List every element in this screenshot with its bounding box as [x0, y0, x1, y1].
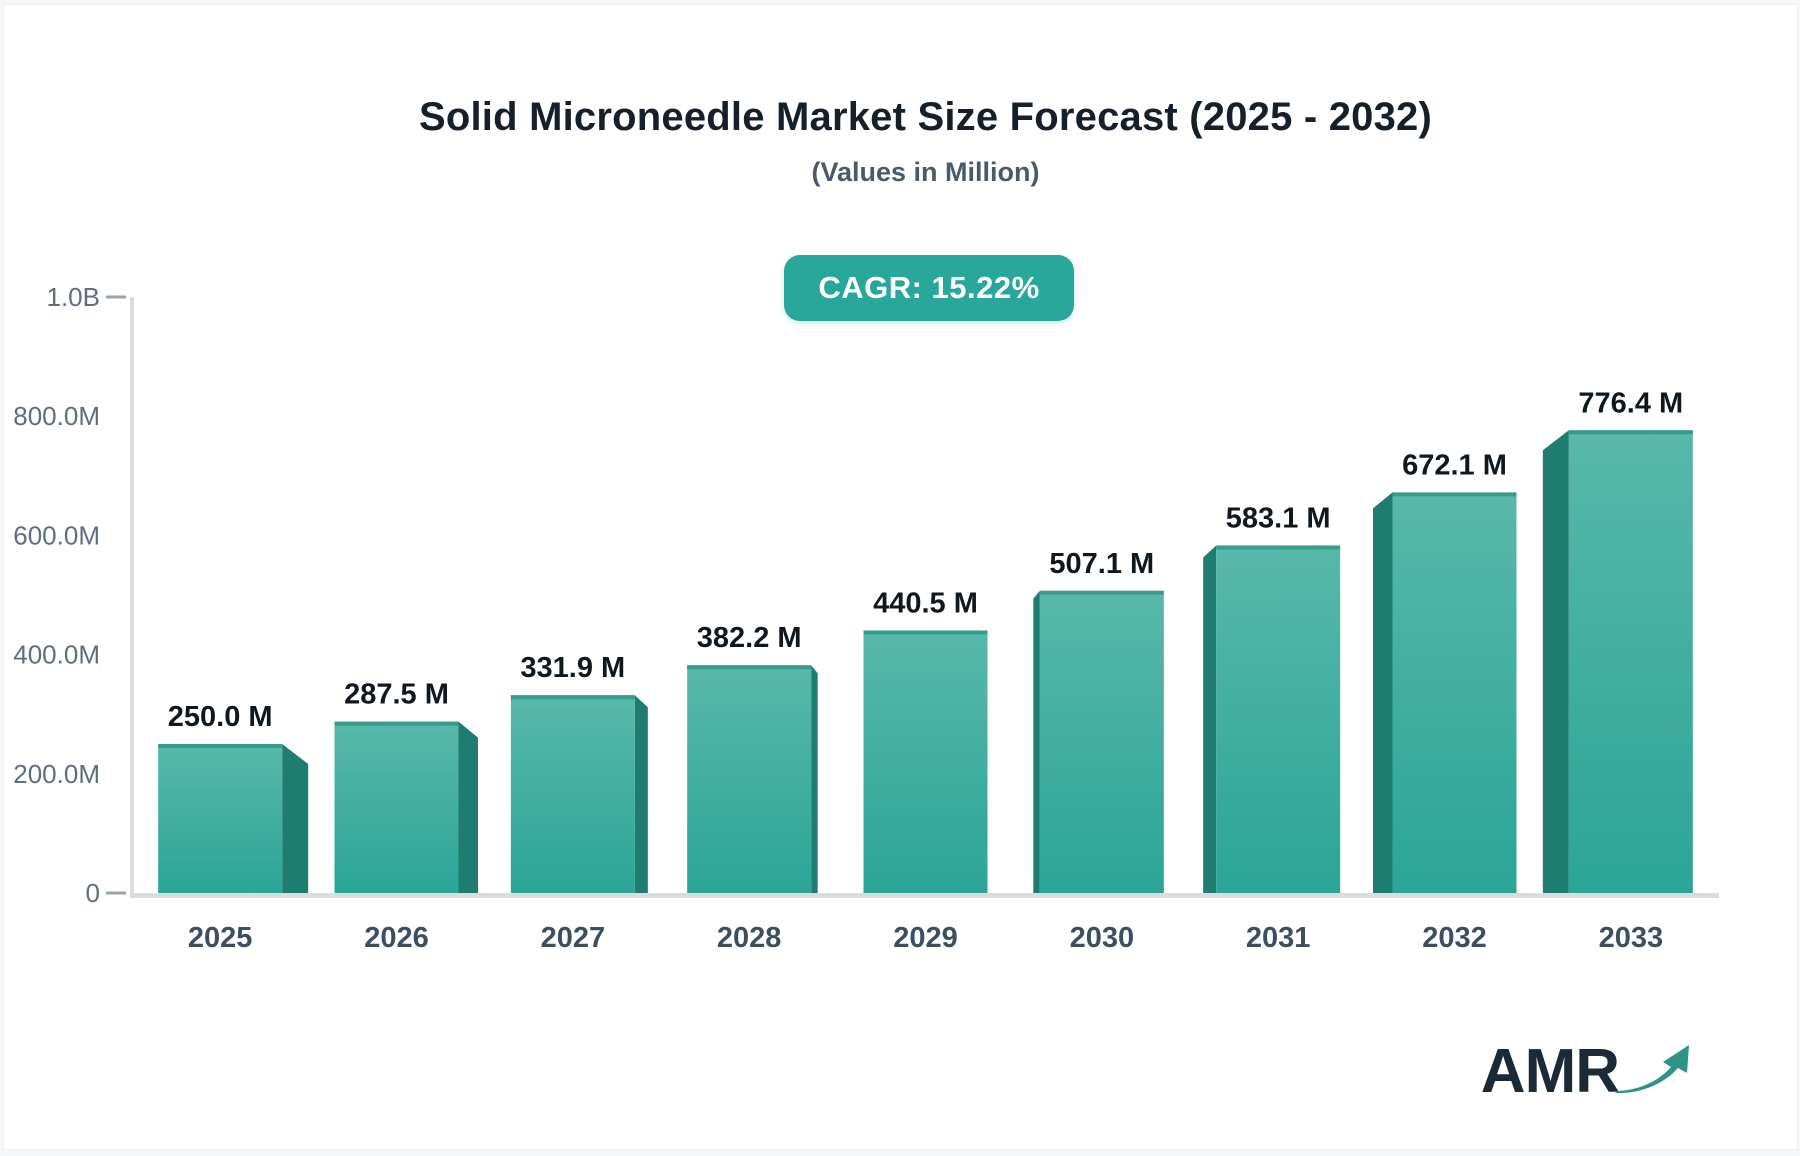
x-tick-label: 2033	[1599, 922, 1664, 954]
chart-card: Solid Microneedle Market Size Forecast (…	[3, 4, 1798, 1150]
bar-value-label: 382.2 M	[697, 622, 802, 654]
bar-2030[interactable]	[1039, 590, 1164, 893]
bar-value-label: 507.1 M	[1049, 548, 1154, 580]
y-tick-label: 800.0M	[13, 401, 100, 431]
y-tick-label: 1.0B	[47, 282, 101, 312]
bar-side-facet	[811, 665, 818, 893]
bar-2033[interactable]	[1568, 430, 1693, 893]
bar-top-edge	[1568, 430, 1693, 435]
amr-logo: AMR	[1480, 1021, 1699, 1107]
y-tick-label: 0	[86, 878, 100, 908]
cagr-badge: CAGR: 15.22%	[784, 255, 1074, 321]
x-tick-label: 2032	[1422, 922, 1487, 954]
bar-top-edge	[863, 630, 988, 635]
bar-2028[interactable]	[687, 665, 812, 893]
amr-logo-text: AMR	[1480, 1037, 1620, 1107]
bar-value-label: 331.9 M	[520, 652, 625, 684]
bar-2025[interactable]	[158, 744, 283, 893]
y-tick-mark	[106, 295, 126, 299]
bar-top-edge	[687, 665, 812, 670]
bar-2029[interactable]	[863, 630, 988, 893]
y-tick-label: 200.0M	[13, 759, 100, 789]
bar-top-edge	[510, 695, 635, 700]
bar-value-label: 440.5 M	[873, 587, 978, 619]
bar-2027[interactable]	[510, 695, 635, 893]
y-axis-line	[130, 297, 134, 893]
x-axis-line	[130, 893, 1719, 898]
bar-side-facet	[458, 721, 478, 893]
bar-chart-plot: 0 200.0M 400.0M 600.0M 800.0M 1.0B 250.0 M 2025…	[13, 282, 1719, 954]
bar-2026[interactable]	[334, 721, 459, 893]
x-tick-label: 2026	[364, 922, 429, 954]
bar-side-facet	[634, 695, 648, 893]
x-tick-label: 2025	[188, 922, 253, 954]
bar-value-label: 583.1 M	[1226, 502, 1331, 534]
growth-arrow-icon	[1615, 1045, 1689, 1094]
bar-value-label: 250.0 M	[168, 701, 273, 733]
x-tick-label: 2028	[717, 922, 782, 954]
bar-side-facet	[1203, 545, 1217, 893]
bar-side-facet	[282, 744, 309, 893]
bar-side-facet	[1542, 430, 1569, 893]
bar-top-edge	[334, 721, 459, 726]
x-tick-label: 2031	[1246, 922, 1311, 954]
bar-top-edge	[1216, 545, 1341, 550]
bar-value-label: 672.1 M	[1402, 449, 1507, 481]
cagr-badge-label: CAGR: 15.22%	[818, 270, 1040, 305]
chart-subtitle: (Values in Million)	[811, 157, 1040, 187]
x-tick-label: 2027	[541, 922, 606, 954]
y-tick-label: 400.0M	[13, 640, 100, 670]
bar-side-facet	[1373, 492, 1393, 893]
x-tick-label: 2029	[893, 922, 958, 954]
bar-top-edge	[158, 744, 283, 748]
bar-value-label: 776.4 M	[1578, 387, 1683, 419]
y-tick-label: 600.0M	[13, 520, 100, 550]
bar-side-facet	[1033, 590, 1040, 893]
bar-top-edge	[1039, 590, 1164, 595]
bar-2031[interactable]	[1216, 545, 1341, 893]
bar-top-edge	[1392, 492, 1517, 497]
x-tick-label: 2030	[1070, 922, 1135, 954]
bar-value-label: 287.5 M	[344, 679, 449, 711]
y-tick-mark	[106, 891, 126, 895]
bar-2032[interactable]	[1392, 492, 1517, 893]
chart-title: Solid Microneedle Market Size Forecast (…	[418, 95, 1433, 139]
